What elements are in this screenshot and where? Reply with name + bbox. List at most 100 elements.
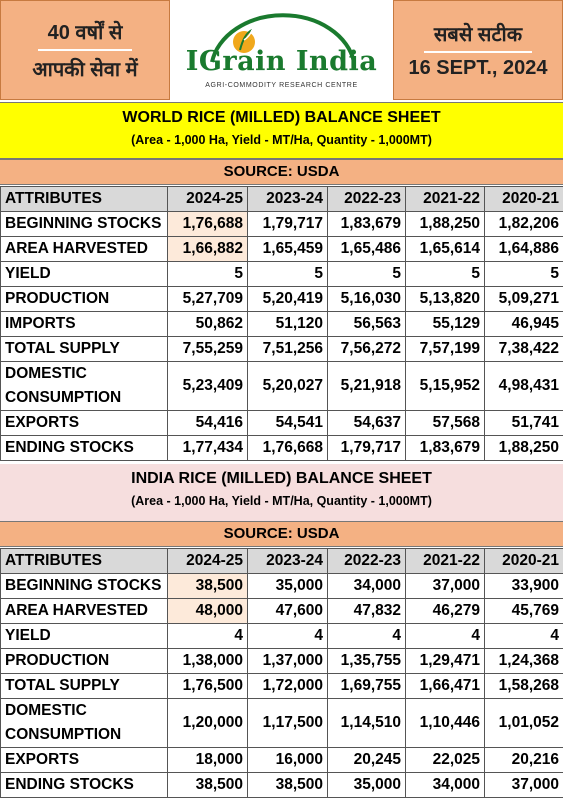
table-cell: 20,245 (327, 747, 406, 773)
row-label: PRODUCTION (0, 286, 168, 312)
table-cell: 35,000 (247, 573, 328, 599)
row-label: EXPORTS (0, 747, 168, 773)
table-row: BEGINNING STOCKS 1,76,688 1,79,717 1,83,… (0, 211, 563, 237)
table-cell: 1,72,000 (247, 673, 328, 699)
row-label: PRODUCTION (0, 648, 168, 674)
table-cell: 1,76,668 (247, 435, 328, 461)
column-header: 2024-25 (167, 186, 248, 212)
row-label: AREA HARVESTED (0, 598, 168, 624)
table-cell: 4 (484, 623, 563, 649)
world-balance-table: ATTRIBUTES 2024-25 2023-24 2022-23 2021-… (0, 186, 563, 461)
table-cell: 7,57,199 (405, 336, 485, 362)
table-cell: 1,10,446 (405, 698, 485, 748)
row-label: AREA HARVESTED (0, 236, 168, 262)
table-cell: 5,20,027 (247, 361, 328, 411)
world-source: SOURCE: USDA (0, 159, 563, 185)
table-cell: 5,16,030 (327, 286, 406, 312)
table-cell: 5,20,419 (247, 286, 328, 312)
table-cell: 1,66,882 (167, 236, 248, 262)
table-cell: 5,21,918 (327, 361, 406, 411)
table-row: TOTAL SUPPLY 7,55,259 7,51,256 7,56,272 … (0, 336, 563, 362)
column-header: 2023-24 (247, 548, 328, 574)
tagline-service: आपकी सेवा में (32, 59, 138, 81)
table-row: EXPORTS 54,416 54,541 54,637 57,568 51,7… (0, 410, 563, 436)
column-header: 2022-23 (327, 548, 406, 574)
table-cell: 5,13,820 (405, 286, 485, 312)
table-cell: 1,29,471 (405, 648, 485, 674)
table-cell: 56,563 (327, 311, 406, 337)
table-cell: 1,35,755 (327, 648, 406, 674)
brand-tagline: AGRI-COMMODITY RESEARCH CENTRE (205, 82, 358, 89)
table-cell: 7,51,256 (247, 336, 328, 362)
table-cell: 37,000 (484, 772, 563, 798)
igrain-logo: IGrain India AGRI-COMMODITY RESEARCH CEN… (172, 0, 391, 100)
row-label: TOTAL SUPPLY (0, 336, 168, 362)
table-cell: 1,76,500 (167, 673, 248, 699)
row-label: TOTAL SUPPLY (0, 673, 168, 699)
report-date: 16 SEPT., 2024 (408, 57, 548, 79)
page-header: 40 वर्षों से आपकी सेवा में IGrain India … (0, 0, 563, 102)
column-header: 2023-24 (247, 186, 328, 212)
table-row: AREA HARVESTED 1,66,882 1,65,459 1,65,48… (0, 236, 563, 262)
table-cell: 22,025 (405, 747, 485, 773)
table-row: DOMESTIC CONSUMPTION 1,20,000 1,17,500 1… (0, 698, 563, 748)
table-cell: 1,79,717 (327, 435, 406, 461)
table-row: YIELD 5 5 5 5 5 (0, 261, 563, 287)
table-cell: 18,000 (167, 747, 248, 773)
table-cell: 1,82,206 (484, 211, 563, 237)
table-cell: 1,65,486 (327, 236, 406, 262)
india-source: SOURCE: USDA (0, 521, 563, 547)
row-label: ENDING STOCKS (0, 772, 168, 798)
table-cell: 5 (167, 261, 248, 287)
table-cell: 1,83,679 (327, 211, 406, 237)
table-cell: 1,88,250 (405, 211, 485, 237)
table-row: DOMESTIC CONSUMPTION 5,23,409 5,20,027 5… (0, 361, 563, 411)
table-cell: 7,38,422 (484, 336, 563, 362)
table-cell: 1,66,471 (405, 673, 485, 699)
tagline-box-hindi: 40 वर्षों से आपकी सेवा में (0, 0, 170, 100)
table-row: PRODUCTION 1,38,000 1,37,000 1,35,755 1,… (0, 648, 563, 674)
row-label: YIELD (0, 623, 168, 649)
table-cell: 4 (405, 623, 485, 649)
table-cell: 5 (327, 261, 406, 287)
table-cell: 34,000 (327, 573, 406, 599)
table-cell: 1,69,755 (327, 673, 406, 699)
india-title: INDIA RICE (MILLED) BALANCE SHEET (131, 470, 432, 487)
table-cell: 1,65,614 (405, 236, 485, 262)
table-cell: 1,58,268 (484, 673, 563, 699)
tagline-accurate: सबसे सटीक (423, 20, 533, 53)
row-label: DOMESTIC CONSUMPTION (0, 698, 168, 748)
table-cell: 1,88,250 (484, 435, 563, 461)
table-cell: 1,01,052 (484, 698, 563, 748)
table-cell: 4 (247, 623, 328, 649)
table-cell: 46,945 (484, 311, 563, 337)
table-cell: 1,17,500 (247, 698, 328, 748)
table-cell: 1,37,000 (247, 648, 328, 674)
india-units: (Area - 1,000 Ha, Yield - MT/Ha, Quantit… (131, 494, 432, 508)
table-cell: 54,416 (167, 410, 248, 436)
table-row: AREA HARVESTED 48,000 47,600 47,832 46,2… (0, 598, 563, 624)
table-cell: 55,129 (405, 311, 485, 337)
row-label: BEGINNING STOCKS (0, 573, 168, 599)
logo-arc-icon (210, 13, 356, 63)
table-cell: 1,65,459 (247, 236, 328, 262)
row-label: BEGINNING STOCKS (0, 211, 168, 237)
table-cell: 1,20,000 (167, 698, 248, 748)
table-cell: 20,216 (484, 747, 563, 773)
column-header: ATTRIBUTES (0, 186, 168, 212)
row-label: EXPORTS (0, 410, 168, 436)
tagline-years: 40 वर्षों से (37, 18, 133, 51)
column-header: 2021-22 (405, 186, 485, 212)
table-row: EXPORTS 18,000 16,000 20,245 22,025 20,2… (0, 747, 563, 773)
table-cell: 38,500 (167, 573, 248, 599)
table-row: YIELD 4 4 4 4 4 (0, 623, 563, 649)
table-cell: 16,000 (247, 747, 328, 773)
table-cell: 1,38,000 (167, 648, 248, 674)
table-cell: 5,15,952 (405, 361, 485, 411)
table-cell: 4,98,431 (484, 361, 563, 411)
table-row: IMPORTS 50,862 51,120 56,563 55,129 46,9… (0, 311, 563, 337)
table-cell: 38,500 (247, 772, 328, 798)
world-units: (Area - 1,000 Ha, Yield - MT/Ha, Quantit… (131, 133, 432, 147)
table-cell: 35,000 (327, 772, 406, 798)
table-cell: 5,09,271 (484, 286, 563, 312)
